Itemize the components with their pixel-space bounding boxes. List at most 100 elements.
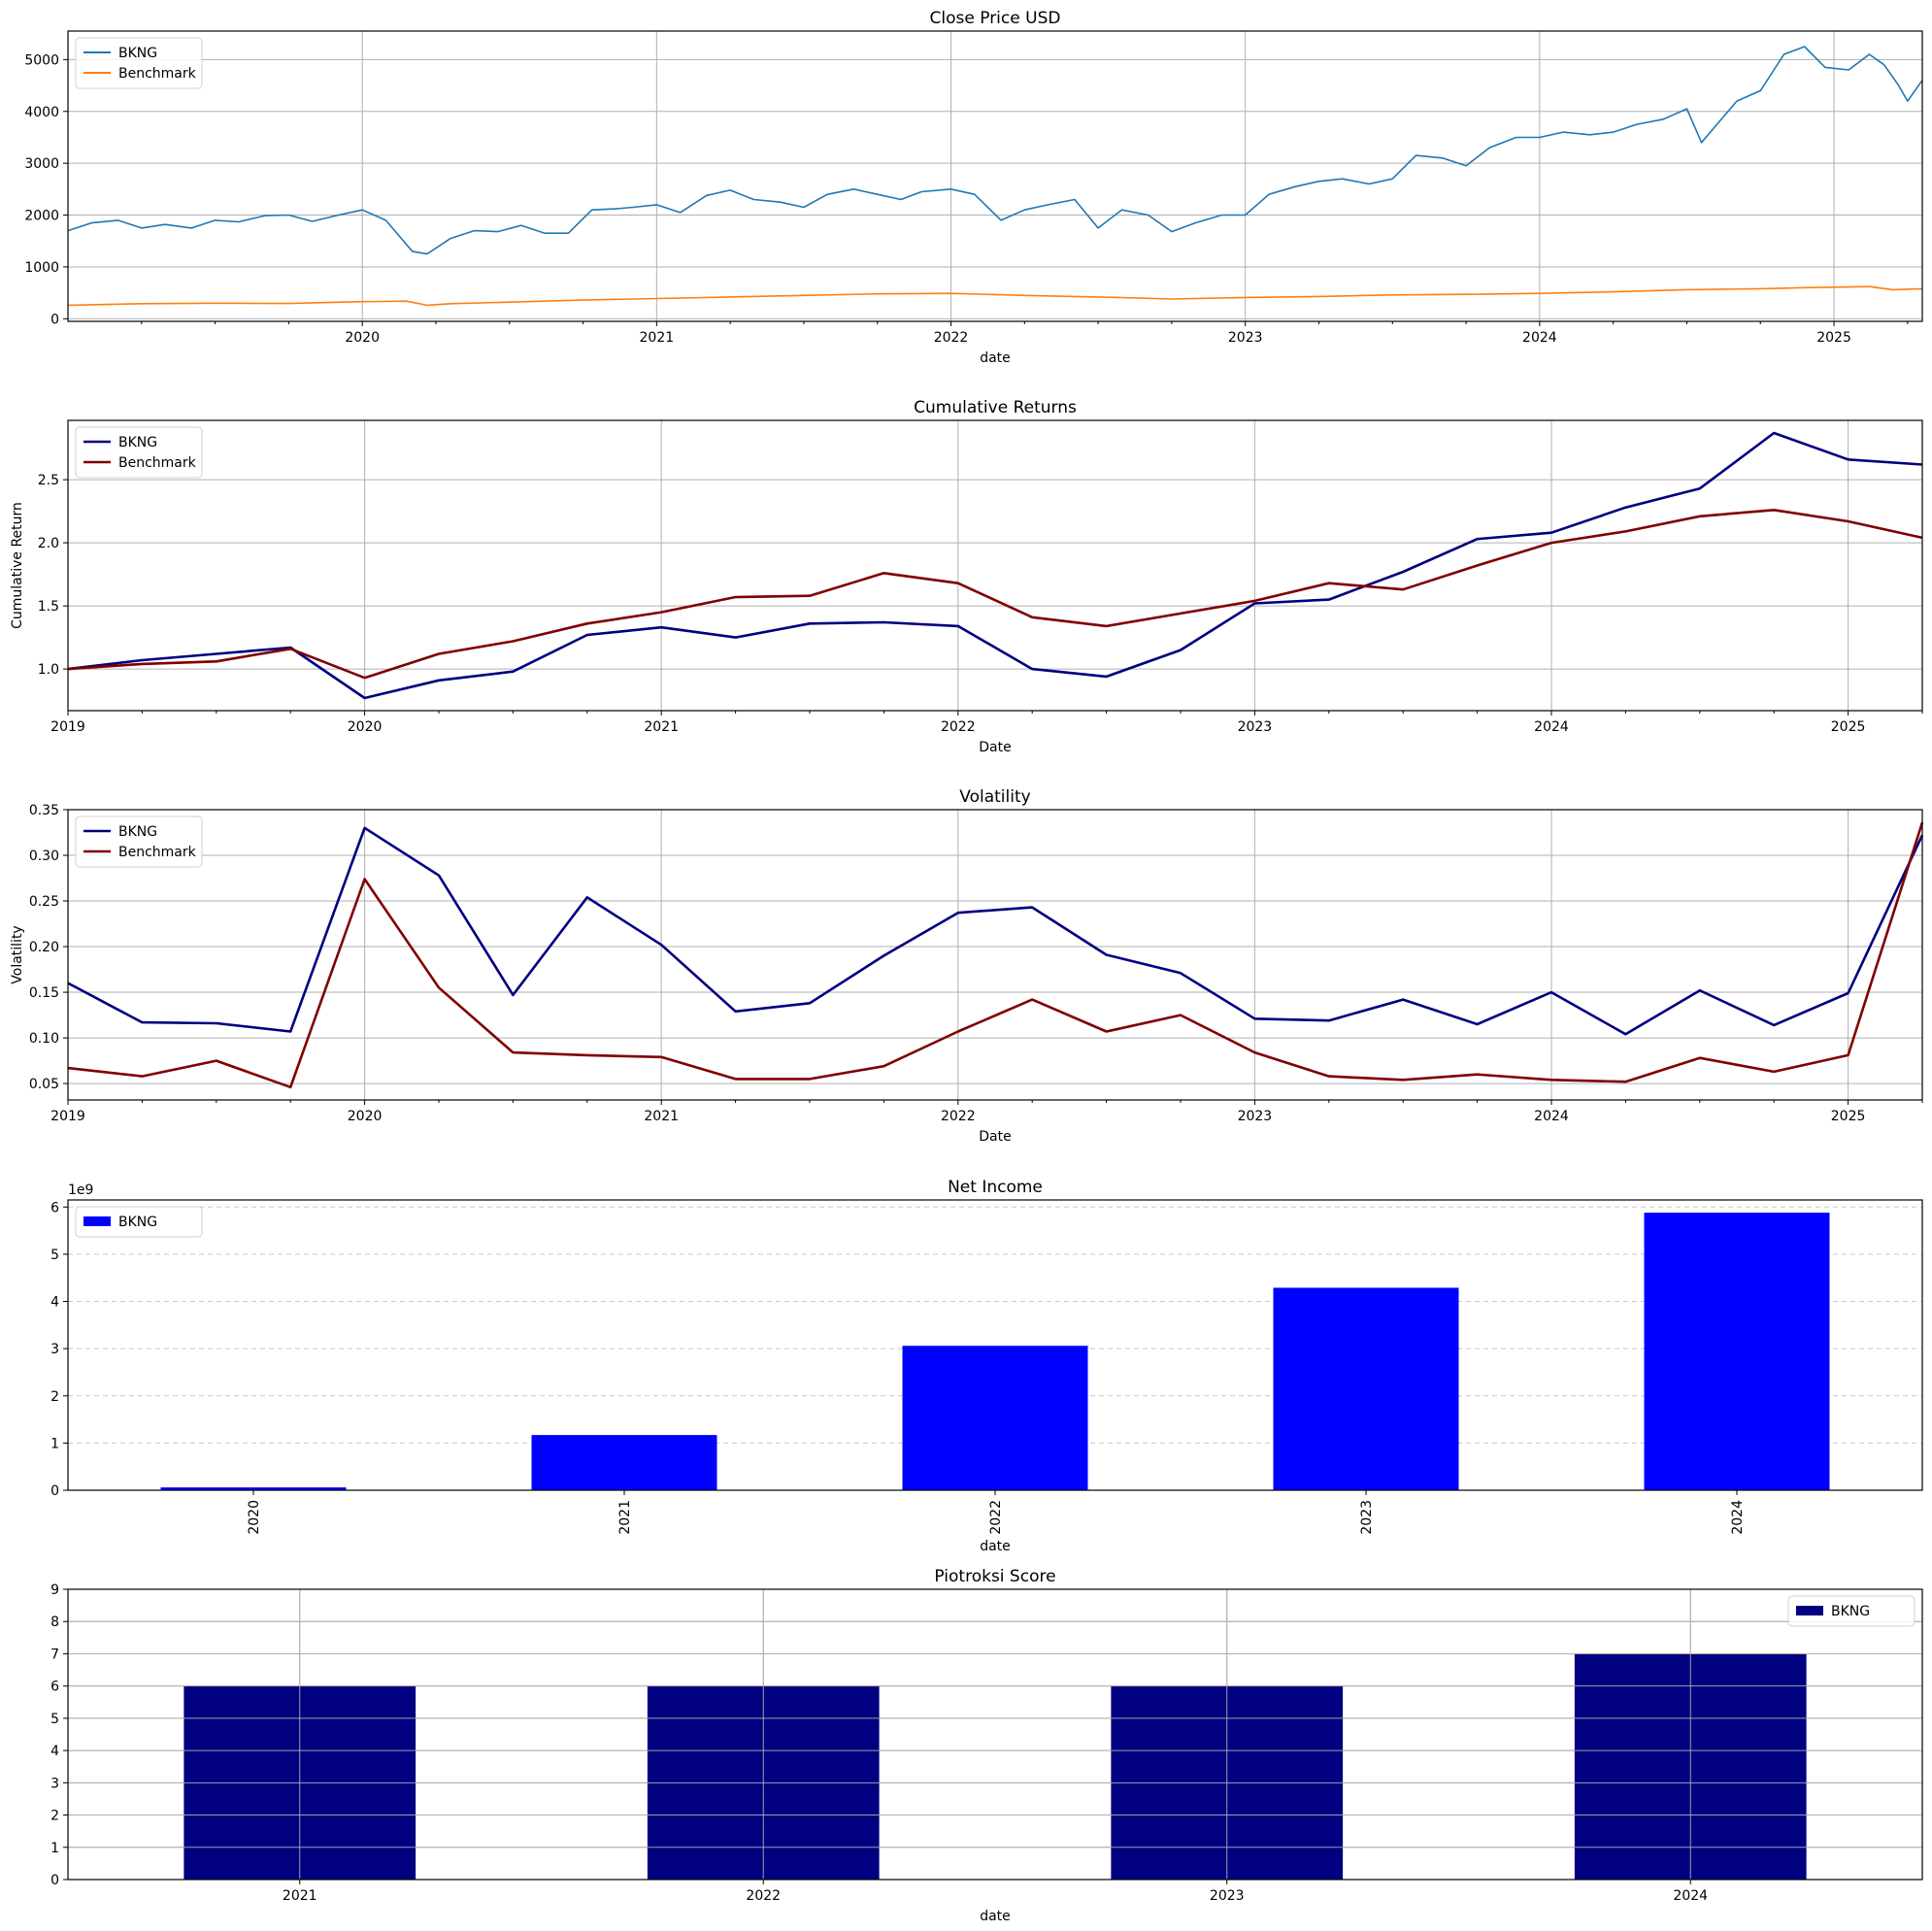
y-tick-label: 9 (50, 1582, 59, 1598)
bar (902, 1346, 1088, 1490)
y-tick-label: 1000 (24, 260, 59, 276)
legend: BKNG Benchmark (75, 816, 203, 868)
x-axis-label: date (980, 1909, 1011, 1924)
x-tick-label: 2024 (1522, 330, 1557, 346)
x-tick-label: 2025 (1831, 1109, 1866, 1124)
legend-box (75, 426, 203, 479)
chart-title: Volatility (959, 787, 1030, 807)
y-axis-label: Cumulative Return (10, 502, 25, 629)
x-tick-label: 2021 (617, 1500, 633, 1535)
y-tick-label: 2.0 (38, 536, 59, 551)
y-axis-label: Volatility (10, 925, 25, 983)
y-tick-label: 2 (50, 1809, 59, 1824)
x-tick-label: 2024 (1534, 1109, 1569, 1124)
y-tick-label: 0.25 (29, 894, 59, 910)
x-tick-label: 2025 (1816, 330, 1851, 346)
legend-label: BKNG (118, 1215, 157, 1230)
y-tick-label: 5000 (24, 52, 59, 68)
x-tick-label: 2021 (283, 1888, 317, 1904)
y-tick-label: 3 (50, 1776, 59, 1791)
y-tick-label: 6 (50, 1200, 59, 1215)
y-tick-label: 1.5 (38, 599, 59, 615)
y-tick-label: 0 (50, 312, 59, 327)
x-axis-label: Date (979, 740, 1011, 755)
legend-label: Benchmark (118, 845, 197, 860)
x-tick-label: 2021 (644, 719, 679, 735)
x-tick-label: 2021 (640, 330, 675, 346)
axes-frame (67, 30, 1923, 322)
x-tick-label: 2020 (348, 1109, 383, 1124)
chart-panel-5: 0 1 2 3 4 5 6 7 8 9 2021 2022 2023 2024 Piotroksi Scor… (50, 1567, 1923, 1924)
chart-panel-2: 1.0 1.5 2.0 2.5 2019 2020 2021 2022 2023 2024 2025… (10, 398, 1923, 755)
y-tick-label: 4000 (24, 105, 59, 120)
chart-title: Net Income (948, 1178, 1043, 1197)
series-line-bkng (67, 46, 1923, 255)
x-tick-label: 2022 (941, 1109, 976, 1124)
chart-panel-4: 0 1 2 3 4 5 6 2020 2021 2022 2023 2024 Net Income dat… (50, 1178, 1923, 1554)
x-tick-label: 2022 (941, 719, 976, 735)
y-tick-label: 4 (50, 1744, 59, 1759)
legend-box (1787, 1595, 1915, 1627)
legend-box (75, 816, 203, 868)
x-tick-label: 2022 (934, 330, 969, 346)
chart-title: Piotroksi Score (934, 1567, 1055, 1586)
x-tick-label: 2023 (1238, 719, 1273, 735)
bar (160, 1487, 347, 1490)
x-axis-label: Date (979, 1129, 1011, 1145)
y-tick-label: 0.35 (29, 803, 59, 818)
y-tick-label: 2 (50, 1389, 59, 1405)
series-line-bkng (67, 431, 1923, 700)
x-tick-label: 2020 (345, 330, 380, 346)
chart-title: Cumulative Returns (914, 398, 1077, 417)
legend-swatch (1796, 1606, 1823, 1615)
x-tick-label: 2023 (1359, 1500, 1375, 1535)
y-tick-label: 0 (50, 1483, 59, 1499)
y-tick-label: 0.10 (29, 1031, 59, 1047)
legend-label: BKNG (118, 824, 157, 840)
y-tick-label: 8 (50, 1615, 59, 1630)
legend-label: BKNG (118, 46, 157, 61)
y-tick-label: 2000 (24, 209, 59, 224)
legend-box (75, 1206, 203, 1238)
y-tick-label: 6 (50, 1680, 59, 1695)
x-tick-label: 2023 (1238, 1109, 1273, 1124)
x-tick-label: 2024 (1534, 719, 1569, 735)
x-axis-label: date (980, 350, 1011, 366)
x-tick-label: 2019 (50, 719, 85, 735)
legend: BKNG (75, 1206, 203, 1238)
x-tick-label: 2019 (50, 1109, 85, 1124)
x-tick-label: 2023 (1228, 330, 1263, 346)
x-tick-label: 2024 (1730, 1500, 1746, 1535)
y-tick-label: 1 (50, 1436, 59, 1451)
y-tick-label: 3 (50, 1342, 59, 1357)
bar (1273, 1287, 1459, 1490)
legend: BKNG Benchmark (75, 426, 203, 479)
x-tick-label: 2022 (988, 1500, 1004, 1535)
x-tick-label: 2023 (1210, 1888, 1245, 1904)
y-tick-label: 1 (50, 1841, 59, 1856)
chart-panel-3: 0.05 0.10 0.15 0.20 0.25 0.30 0.35 2019 2020 2021… (10, 787, 1924, 1145)
y-tick-label: 2.5 (38, 473, 59, 488)
scale-offset-label: 1e9 (68, 1182, 93, 1198)
y-tick-label: 0.20 (29, 940, 59, 955)
y-tick-label: 5 (50, 1712, 59, 1727)
series-line-benchmark (67, 285, 1923, 307)
x-tick-label: 2022 (746, 1888, 781, 1904)
legend: BKNG Benchmark (75, 37, 203, 89)
legend-label: Benchmark (118, 455, 197, 471)
x-tick-label: 2024 (1673, 1888, 1708, 1904)
legend-label: BKNG (118, 435, 157, 450)
x-tick-label: 2021 (644, 1109, 679, 1124)
chart-panel-1: 0 1000 2000 3000 4000 5000 2020 2021 2022 2023 202… (24, 9, 1923, 366)
series-line-benchmark (67, 821, 1924, 1089)
legend-box (75, 37, 203, 89)
y-tick-label: 0.05 (29, 1077, 59, 1092)
axes-frame (67, 419, 1923, 712)
axes-frame (67, 809, 1923, 1101)
y-tick-label: 7 (50, 1647, 59, 1662)
legend: BKNG (1787, 1595, 1915, 1627)
legend-label: BKNG (1831, 1604, 1870, 1619)
y-tick-label: 1.0 (38, 662, 59, 678)
x-tick-label: 2025 (1831, 719, 1866, 735)
